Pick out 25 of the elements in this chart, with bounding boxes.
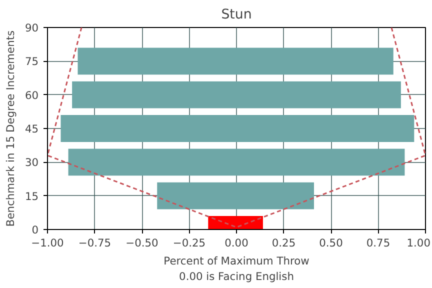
bar bbox=[68, 148, 405, 176]
y-tick-label: 0 bbox=[32, 224, 39, 236]
bar bbox=[157, 182, 314, 210]
y-axis-title: Benchmark in 15 Degree Increments bbox=[4, 30, 17, 227]
x-axis-title: Percent of Maximum Throw 0.00 is Facing English bbox=[164, 254, 310, 284]
bar bbox=[60, 115, 414, 142]
bar bbox=[208, 216, 263, 230]
y-tick-label: 75 bbox=[24, 55, 39, 68]
bar bbox=[72, 81, 401, 108]
x-tick-label: −0.25 bbox=[172, 236, 206, 250]
x-tick-label: 0.00 bbox=[224, 236, 249, 250]
bar bbox=[78, 48, 394, 75]
y-tick-label: 45 bbox=[24, 122, 39, 136]
y-tick-label: 90 bbox=[24, 22, 39, 34]
x-tick-label: 0.75 bbox=[366, 236, 390, 250]
y-tick-label: 15 bbox=[24, 190, 39, 203]
y-tick-label: 60 bbox=[24, 88, 39, 102]
x-tick-label: −0.50 bbox=[126, 236, 159, 250]
x-tick-label: 1.00 bbox=[406, 236, 431, 250]
y-tick-label: 30 bbox=[24, 156, 39, 170]
x-tick-label: 0.50 bbox=[319, 236, 344, 250]
x-tick-label: −0.75 bbox=[78, 236, 112, 250]
chart-title: Stun bbox=[221, 8, 252, 22]
x-tick-label: 0.25 bbox=[272, 236, 296, 250]
x-tick-label: −1.00 bbox=[31, 236, 64, 250]
